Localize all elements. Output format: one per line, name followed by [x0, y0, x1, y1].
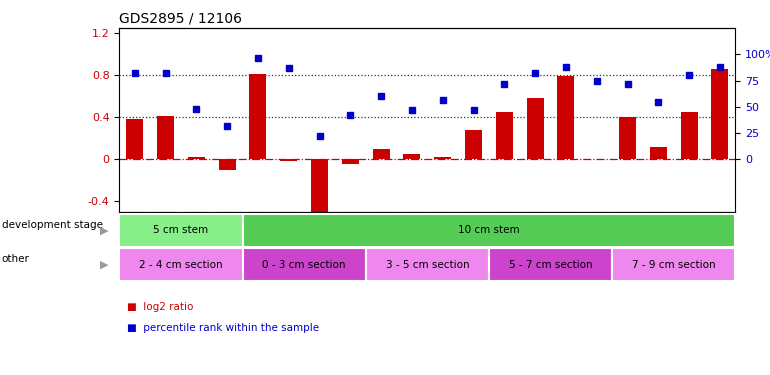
Bar — [496, 112, 513, 159]
Text: ■  log2 ratio: ■ log2 ratio — [127, 303, 193, 312]
Bar — [249, 74, 266, 159]
Bar — [681, 112, 698, 159]
Text: ▶: ▶ — [99, 225, 109, 235]
Bar — [434, 157, 451, 159]
Bar — [527, 99, 544, 159]
Bar — [219, 159, 236, 170]
Bar — [650, 147, 667, 159]
Text: 10 cm stem: 10 cm stem — [458, 225, 520, 235]
Bar — [619, 117, 636, 159]
Bar — [188, 157, 205, 159]
Bar — [126, 120, 143, 159]
Bar — [311, 159, 328, 214]
Text: 5 cm stem: 5 cm stem — [153, 225, 209, 235]
Text: 0 - 3 cm section: 0 - 3 cm section — [263, 260, 346, 270]
Text: ▶: ▶ — [99, 260, 109, 270]
Bar — [711, 69, 728, 159]
Bar — [280, 159, 297, 162]
Text: 5 - 7 cm section: 5 - 7 cm section — [509, 260, 592, 270]
Text: 2 - 4 cm section: 2 - 4 cm section — [139, 260, 223, 270]
Bar — [342, 159, 359, 164]
Text: GDS2895 / 12106: GDS2895 / 12106 — [119, 12, 243, 26]
Bar — [557, 76, 574, 159]
Bar — [403, 154, 420, 159]
Text: 3 - 5 cm section: 3 - 5 cm section — [386, 260, 469, 270]
Text: other: other — [2, 254, 29, 264]
Text: ■  percentile rank within the sample: ■ percentile rank within the sample — [127, 323, 320, 333]
Bar — [373, 149, 390, 159]
Text: 7 - 9 cm section: 7 - 9 cm section — [632, 260, 715, 270]
Bar — [157, 116, 174, 159]
Bar — [465, 130, 482, 159]
Text: development stage: development stage — [2, 220, 102, 230]
